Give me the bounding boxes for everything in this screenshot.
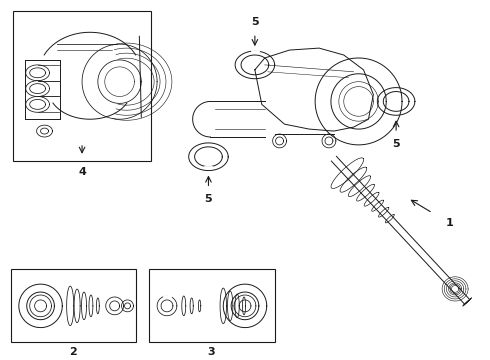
Bar [11,269,136,342]
Text: 1: 1 [445,218,453,228]
Bar [13,10,151,161]
Text: 2: 2 [69,347,77,357]
Text: 5: 5 [251,17,259,27]
Text: 5: 5 [205,194,212,204]
Bar [149,269,274,342]
Text: 5: 5 [392,139,400,149]
Text: 4: 4 [78,167,86,177]
Text: 3: 3 [208,347,215,357]
